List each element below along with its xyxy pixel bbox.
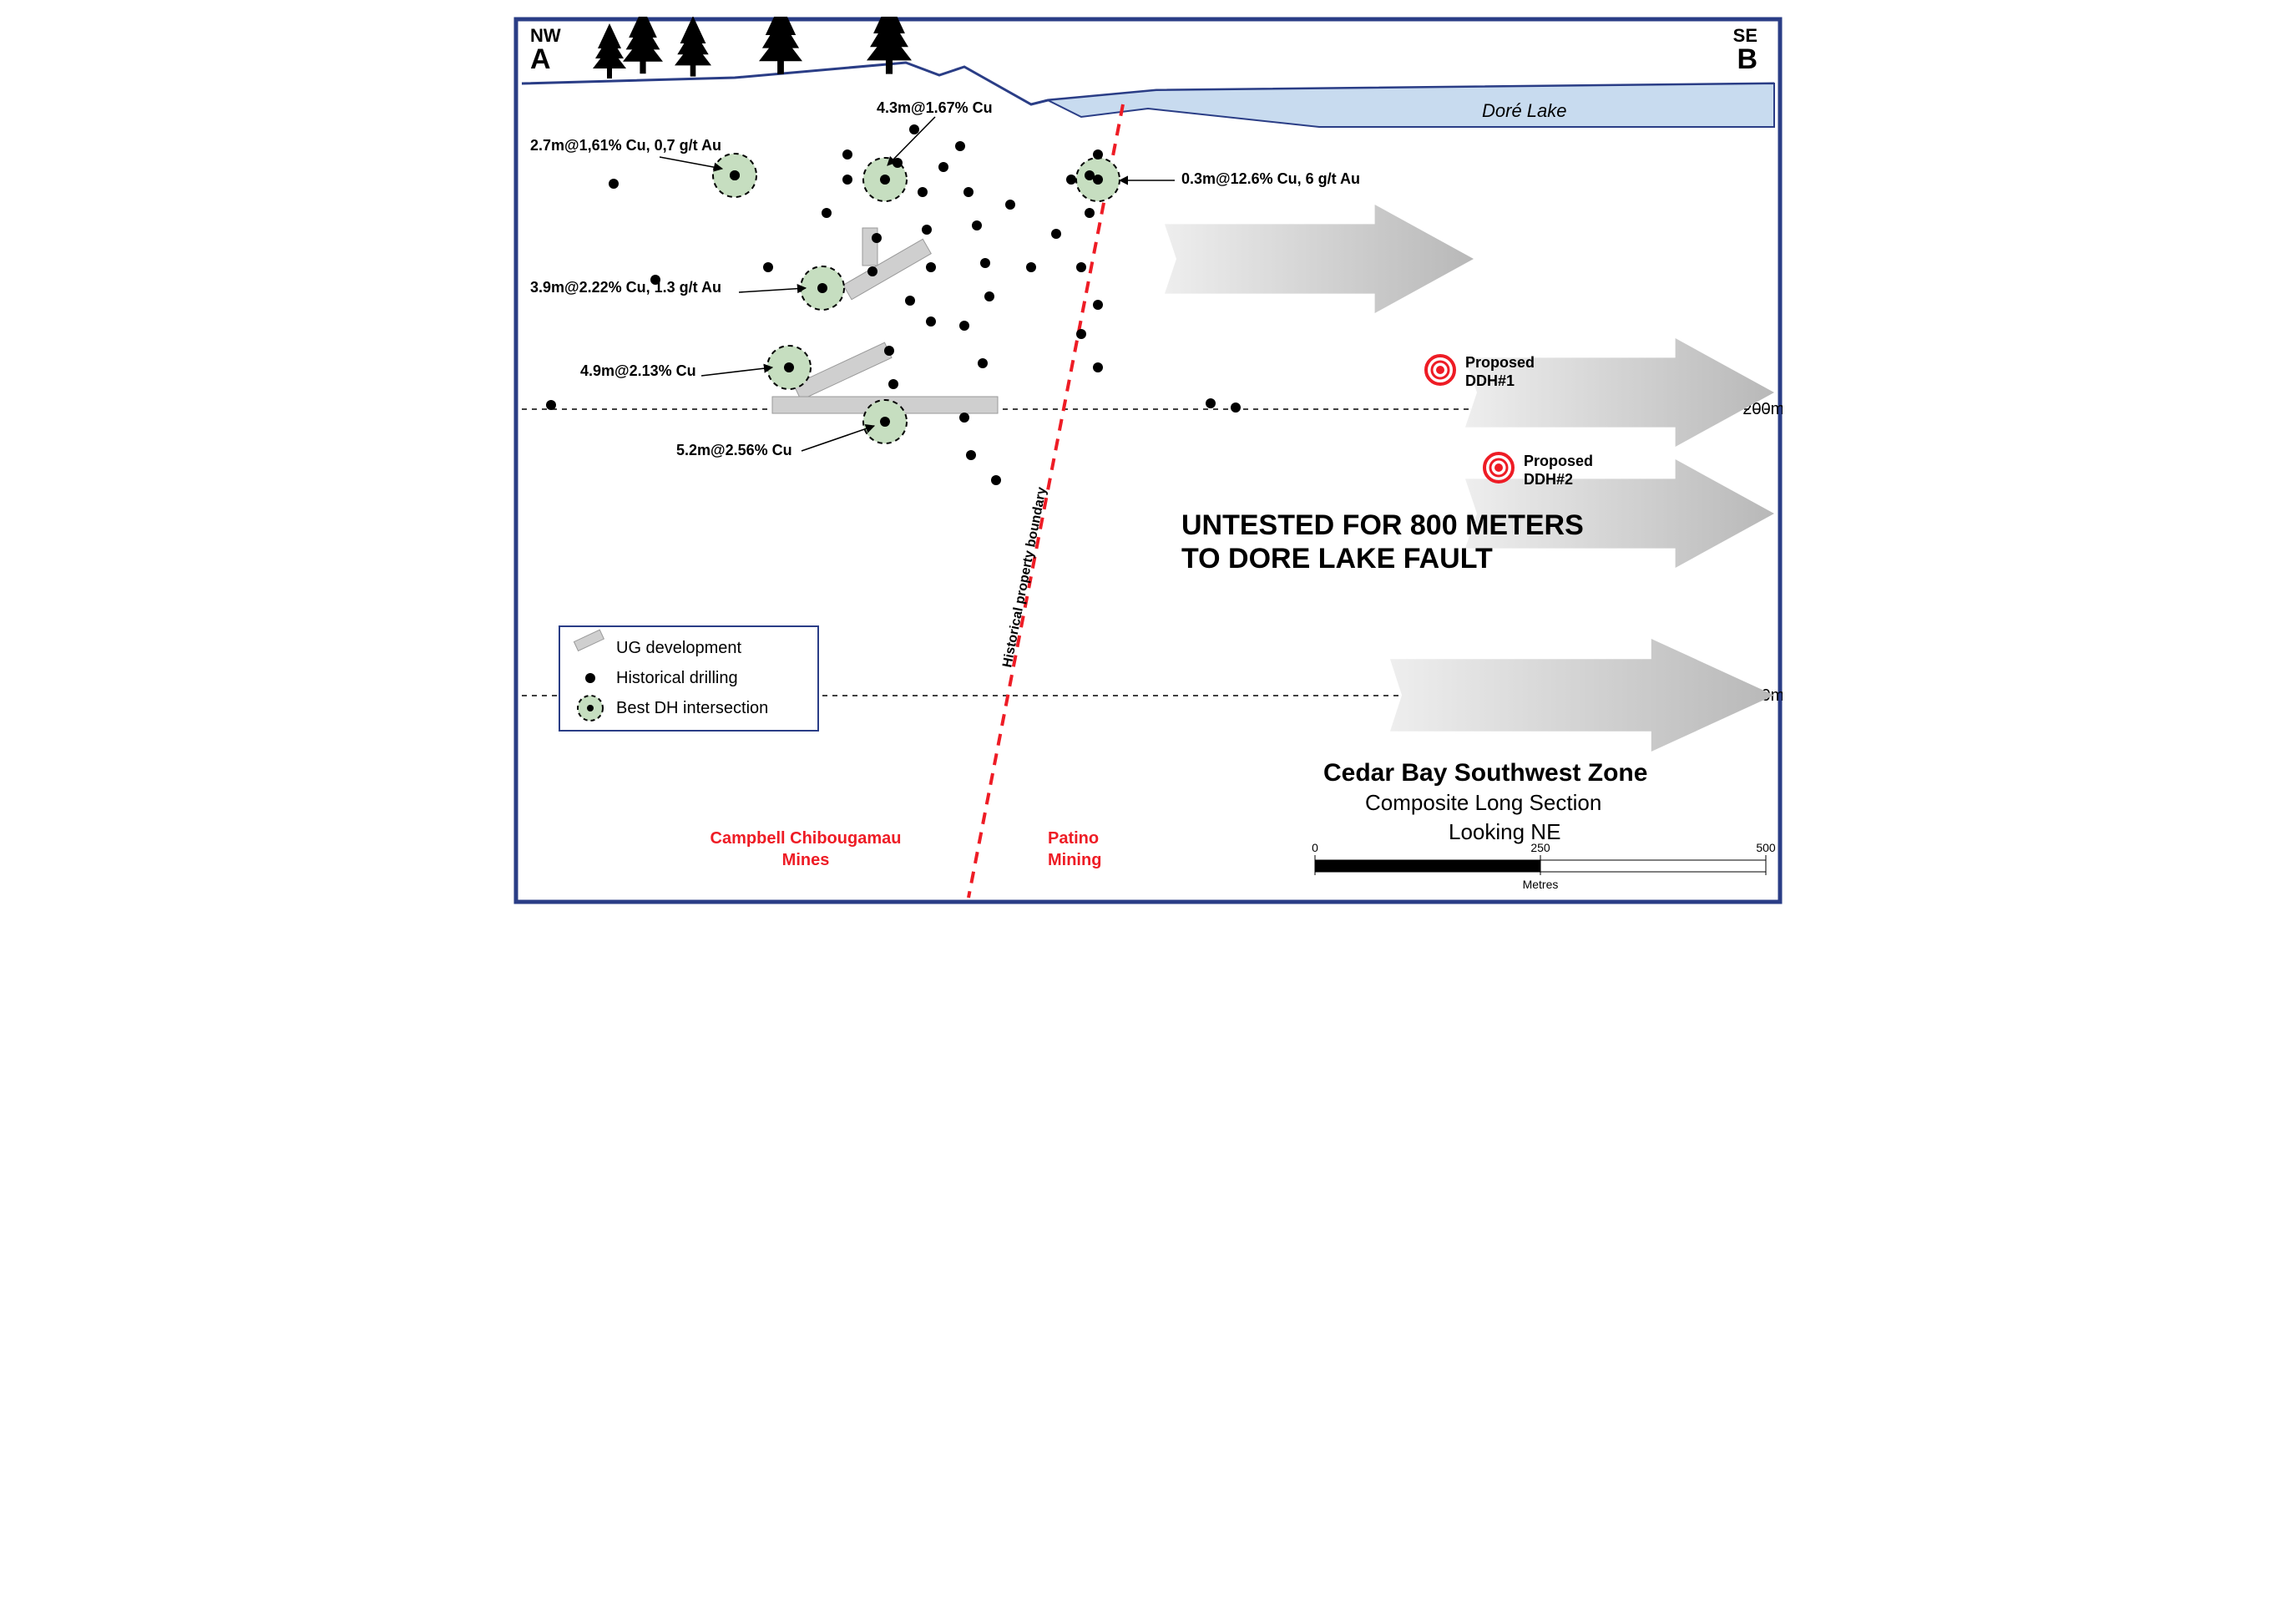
section-svg: Doré Lake- 200m- 400mHistorical property… [513,17,1783,904]
svg-text:Patino: Patino [1048,829,1099,848]
svg-text:0: 0 [1312,841,1318,854]
svg-text:B: B [1737,43,1757,75]
svg-text:Composite Long Section: Composite Long Section [1365,790,1601,815]
svg-text:Metres: Metres [1523,878,1559,891]
svg-text:Doré Lake: Doré Lake [1482,100,1567,121]
svg-text:Best DH intersection: Best DH intersection [616,699,768,717]
svg-text:UNTESTED FOR 800 METERS: UNTESTED FOR 800 METERS [1181,509,1584,541]
svg-text:4.9m@2.13% Cu: 4.9m@2.13% Cu [580,362,696,379]
svg-text:Proposed: Proposed [1524,453,1593,469]
svg-text:Proposed: Proposed [1465,354,1535,371]
svg-text:TO DORE LAKE FAULT: TO DORE LAKE FAULT [1181,543,1493,575]
svg-text:Cedar Bay Southwest Zone: Cedar Bay Southwest Zone [1323,759,1647,787]
svg-text:Mines: Mines [782,851,830,869]
svg-text:Mining: Mining [1048,851,1101,869]
svg-text:Historical drilling: Historical drilling [616,669,738,687]
svg-text:DDH#2: DDH#2 [1524,471,1573,488]
svg-text:2.7m@1,61% Cu, 0,7 g/t Au: 2.7m@1,61% Cu, 0,7 g/t Au [530,137,721,154]
geological-cross-section: Doré Lake- 200m- 400mHistorical property… [513,17,1783,904]
svg-text:0.3m@12.6% Cu, 6 g/t Au: 0.3m@12.6% Cu, 6 g/t Au [1181,170,1360,187]
svg-text:500: 500 [1756,841,1776,854]
svg-text:DDH#1: DDH#1 [1465,372,1515,389]
svg-text:Campbell Chibougamau: Campbell Chibougamau [711,829,902,848]
svg-text:3.9m@2.22% Cu, 1.3 g/t Au: 3.9m@2.22% Cu, 1.3 g/t Au [530,279,721,296]
svg-text:250: 250 [1530,841,1550,854]
svg-text:UG development: UG development [616,639,742,657]
svg-text:A: A [530,43,551,75]
svg-text:4.3m@1.67% Cu: 4.3m@1.67% Cu [877,99,993,116]
svg-text:5.2m@2.56% Cu: 5.2m@2.56% Cu [676,442,792,458]
